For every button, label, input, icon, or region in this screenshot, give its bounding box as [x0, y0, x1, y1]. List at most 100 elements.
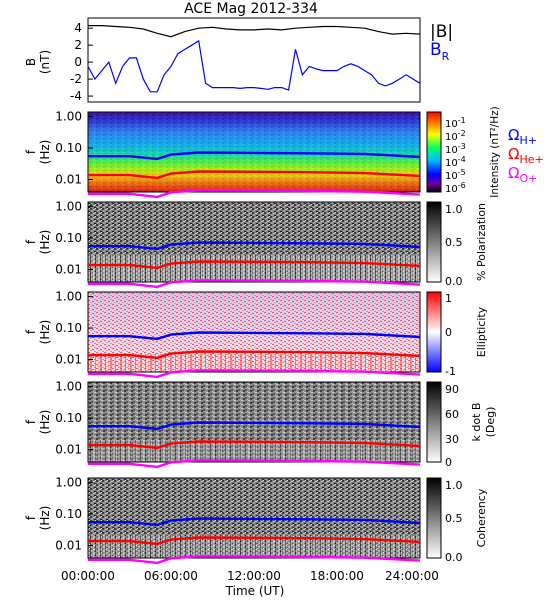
intensity-cbar-tick-3: 10-3 — [445, 142, 466, 156]
time-tick-06: 06:00:00 — [144, 569, 198, 583]
coherency-heplus-gyrofrequency-line — [88, 536, 421, 546]
ellipticity-colorbar-ticks: 1 0 -1 — [445, 292, 456, 378]
intensity-cbar-tick-2: 10-2 — [445, 129, 466, 143]
kdotb-colorbar — [426, 381, 442, 463]
kdotb-cbar-tick-60: 60 — [445, 408, 459, 421]
ellipticity-freq-tick-2: 0.01 — [55, 353, 82, 367]
kdotb-colorbar-label-line2: (Deg) — [484, 407, 497, 438]
b-field-frame — [87, 17, 421, 103]
coherency-colorbar — [426, 477, 442, 559]
polarization-cbar-tick-min: 0.0 — [445, 275, 463, 288]
kdotb-hplus-gyrofrequency-line — [88, 421, 421, 431]
ellipticity-colorbar-label: Ellipticity — [475, 306, 488, 357]
ellipticity-cbar-tick-mid: 0 — [445, 326, 452, 339]
legend-omega-o: ΩO+ — [508, 164, 537, 185]
b-y-tick-1: 2 — [74, 38, 82, 52]
polarization-panel: 1.0 0.5 0.0 % Polarization — [87, 201, 488, 288]
ellipticity-low-band — [88, 354, 420, 372]
ellipticity-oplus-gyrofrequency-line — [88, 369, 421, 379]
intensity-freq-tick-1: 0.10 — [55, 141, 82, 155]
b-field-panel: 4 2 0 -2 -4 B (nT) |B| BR — [24, 17, 453, 103]
ellipticity-frame — [87, 291, 421, 373]
ellipticity-freq-tick-1: 0.10 — [55, 321, 82, 335]
polarization-frame — [87, 201, 421, 283]
kdotb-colorbar-label-line1: k dot B — [470, 403, 483, 442]
intensity-cbar-tick-5: 10-5 — [445, 168, 466, 182]
legend-omega-h: ΩH+ — [508, 126, 537, 147]
ellipticity-freq-tick-0: 1.00 — [55, 290, 82, 304]
b-y-label-line1: B — [24, 58, 38, 66]
ellipticity-panel: 1 0 -1 Ellipticity — [87, 291, 488, 378]
coherency-cbar-tick-max: 1.0 — [445, 479, 463, 492]
b-total-line — [88, 25, 421, 38]
gyrofrequency-overlays — [88, 151, 421, 565]
intensity-heplus-gyrofrequency-line — [88, 170, 421, 180]
intensity-colorbar-label: Intensity (nT²/Hz) — [489, 106, 501, 197]
polarization-oplus-gyrofrequency-line — [88, 279, 421, 289]
kdotb-freq-label-line1: f — [24, 419, 38, 424]
b-y-axis-label: B (nT) — [24, 50, 52, 74]
ellipticity-hplus-gyrofrequency-line — [88, 331, 421, 341]
ellipticity-colorbar — [426, 291, 442, 373]
kdotb-heplus-gyrofrequency-line — [88, 440, 421, 450]
polarization-low-band — [88, 255, 420, 282]
kdotb-freq-tick-0: 1.00 — [55, 380, 82, 394]
kdotb-cbar-tick-30: 30 — [445, 433, 459, 446]
b-r-line — [87, 39, 421, 93]
kdotb-oplus-gyrofrequency-line — [88, 459, 421, 469]
polarization-hplus-gyrofrequency-line — [88, 241, 421, 251]
b-y-tick-3: -2 — [70, 72, 82, 86]
kdotb-colorbar-ticks: 90 60 30 0 — [445, 383, 459, 469]
kdotb-low-band — [88, 440, 420, 462]
intensity-cbar-tick-6: 10-6 — [445, 181, 466, 195]
legend-omega-he: ΩHe+ — [508, 145, 544, 166]
intensity-hplus-gyrofrequency-line — [88, 151, 421, 161]
time-tick-12: 12:00:00 — [227, 569, 281, 583]
gyrofrequency-legend: ΩH+ ΩHe+ ΩO+ — [508, 126, 544, 185]
legend-b-total: |B| — [430, 22, 453, 42]
kdotb-panel: 90 60 30 0 k dot B (Deg) — [87, 381, 497, 469]
time-tick-18: 18:00:00 — [310, 569, 364, 583]
coherency-frame — [87, 477, 421, 559]
kdotb-freq-tick-2: 0.01 — [55, 443, 82, 457]
coherency-freq-label-line1: f — [24, 515, 38, 520]
b-y-tick-0: 4 — [74, 21, 82, 35]
kdotb-freq-tick-1: 0.10 — [55, 411, 82, 425]
intensity-colorbar — [426, 111, 442, 193]
coherency-oplus-gyrofrequency-line — [88, 555, 421, 565]
time-axis-label: Time (UT) — [225, 584, 285, 598]
coherency-freq-tick-0: 1.00 — [55, 476, 82, 490]
polarization-heplus-gyrofrequency-line — [88, 260, 421, 270]
ellipticity-freq-label-line1: f — [24, 329, 38, 334]
coherency-freq-label-line2: (Hz) — [38, 506, 52, 531]
b-y-label-line2: (nT) — [38, 50, 52, 74]
polarization-freq-tick-2: 0.01 — [55, 263, 82, 277]
intensity-colorbar-ticks: 10-1 10-2 10-3 10-4 10-5 10-6 — [445, 116, 466, 195]
polarization-colorbar — [426, 201, 442, 283]
intensity-panel: 10-1 10-2 10-3 10-4 10-5 10-6 Intensity … — [87, 106, 544, 198]
intensity-cbar-tick-4: 10-4 — [445, 155, 466, 169]
intensity-freq-label-line2: (Hz) — [38, 140, 52, 165]
coherency-freq-tick-1: 0.10 — [55, 507, 82, 521]
polarization-colorbar-label: % Polarization — [475, 203, 488, 281]
time-tick-00: 00:00:00 — [61, 569, 115, 583]
polarization-cbar-tick-max: 1.0 — [445, 203, 463, 216]
time-axis: 00:00:00 06:00:00 12:00:00 18:00:00 24:0… — [61, 569, 439, 598]
ellipticity-cbar-tick-min: -1 — [445, 365, 456, 378]
polarization-colorbar-ticks: 1.0 0.5 0.0 — [445, 203, 463, 288]
polarization-cbar-tick-mid: 0.5 — [445, 236, 463, 249]
ellipticity-freq-label-line2: (Hz) — [38, 320, 52, 345]
intensity-cbar-tick-1: 10-1 — [445, 116, 466, 130]
legend-b-r: BR — [430, 40, 450, 63]
kdotb-freq-label-line2: (Hz) — [38, 410, 52, 435]
intensity-freq-label-line1: f — [24, 149, 38, 154]
coherency-colorbar-ticks: 1.0 0.5 0.0 — [445, 479, 463, 564]
coherency-cbar-tick-min: 0.0 — [445, 551, 463, 564]
b-y-tick-4: -4 — [70, 89, 82, 103]
polarization-freq-tick-0: 1.00 — [55, 200, 82, 214]
figure-title: ACE Mag 2012-334 — [184, 1, 318, 17]
kdotb-cbar-tick-90: 90 — [445, 383, 459, 396]
intensity-freq-tick-0: 1.00 — [55, 110, 82, 124]
intensity-oplus-gyrofrequency-line — [88, 189, 421, 199]
